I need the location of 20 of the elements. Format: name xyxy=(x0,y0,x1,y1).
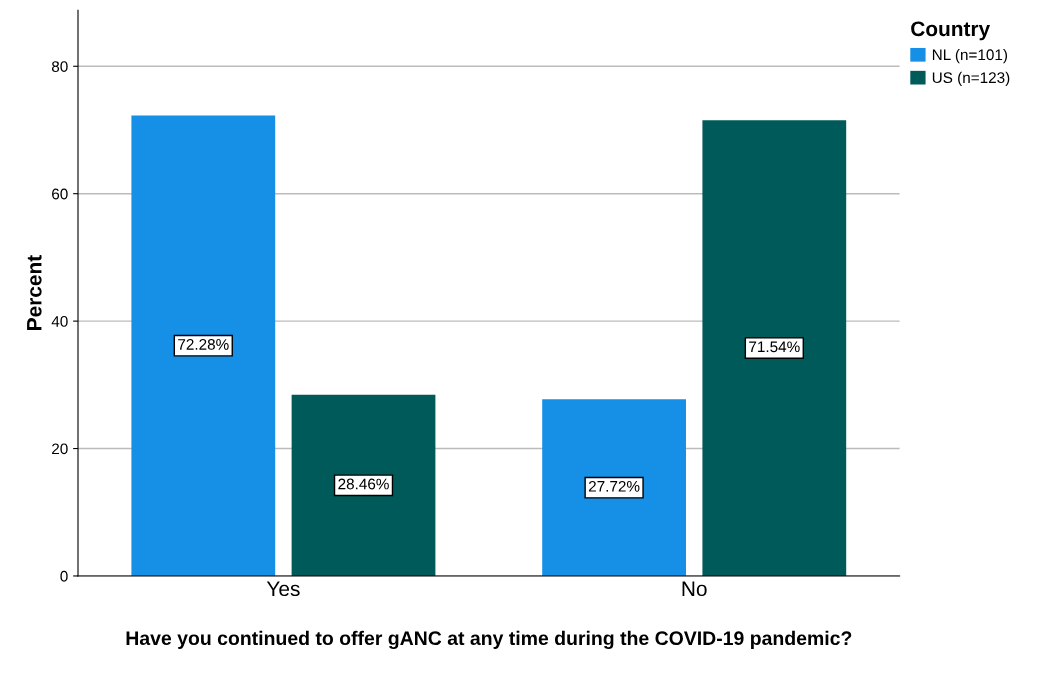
legend-label: NL (n=101) xyxy=(932,48,1008,64)
y-tick-label: 80 xyxy=(51,61,68,72)
y-tick-label: 0 xyxy=(60,570,68,582)
bar xyxy=(702,120,847,576)
data-label: 28.46% xyxy=(338,478,389,490)
y-axis-title: Percent xyxy=(27,255,42,330)
data-label: 27.72% xyxy=(588,480,640,492)
legend-title: Country xyxy=(911,21,991,41)
bar xyxy=(291,394,436,576)
legend-label: US (n=123) xyxy=(932,71,1010,87)
data-label: 71.54% xyxy=(749,341,800,353)
bar xyxy=(131,115,276,576)
y-tick-label: 40 xyxy=(51,315,68,327)
bar xyxy=(542,399,686,576)
x-tick-label: No xyxy=(682,581,707,597)
x-tick-label: Yes xyxy=(266,581,300,597)
x-axis-title: Have you continued to offer gANC at any time during the COVID-19 pandemic? xyxy=(126,630,852,650)
data-label: 72.28% xyxy=(178,338,229,350)
y-tick-label: 60 xyxy=(52,188,68,200)
y-tick-label: 20 xyxy=(52,443,68,455)
